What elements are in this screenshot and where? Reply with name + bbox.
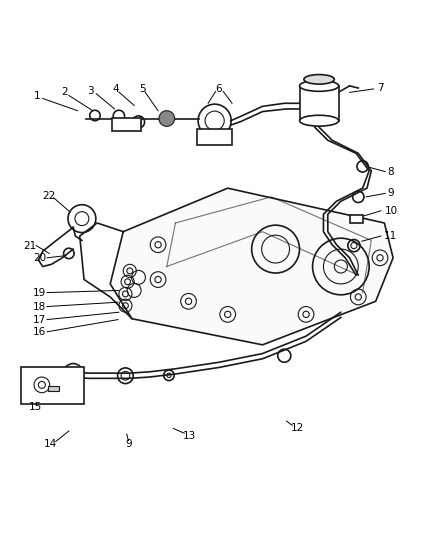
- Bar: [21, 367, 84, 403]
- Text: 5: 5: [140, 84, 146, 94]
- Circle shape: [159, 111, 175, 126]
- Text: 22: 22: [42, 191, 55, 201]
- Text: 2: 2: [61, 87, 68, 98]
- Bar: [197, 130, 232, 144]
- Text: 9: 9: [125, 439, 132, 449]
- Ellipse shape: [300, 115, 339, 126]
- Text: 19: 19: [33, 288, 46, 297]
- Ellipse shape: [300, 80, 339, 91]
- Text: 17: 17: [33, 314, 46, 325]
- Text: 15: 15: [29, 402, 42, 411]
- Text: 6: 6: [215, 84, 223, 94]
- Text: 14: 14: [43, 439, 57, 449]
- Text: 4: 4: [112, 84, 119, 94]
- Text: 21: 21: [23, 240, 36, 251]
- Text: 16: 16: [33, 327, 46, 337]
- Bar: [300, 86, 339, 120]
- Text: 8: 8: [388, 167, 394, 176]
- Text: 1: 1: [34, 91, 40, 101]
- Bar: [113, 118, 141, 131]
- Text: 10: 10: [385, 206, 397, 216]
- Text: 3: 3: [87, 86, 94, 95]
- Text: 11: 11: [384, 231, 398, 241]
- Bar: [350, 215, 363, 223]
- Ellipse shape: [304, 75, 334, 84]
- Bar: [48, 386, 59, 391]
- Text: 9: 9: [388, 188, 394, 198]
- Text: 7: 7: [377, 83, 383, 93]
- Text: 12: 12: [291, 423, 304, 433]
- Text: 20: 20: [33, 253, 46, 263]
- Text: 13: 13: [183, 431, 196, 441]
- Text: 18: 18: [33, 302, 46, 312]
